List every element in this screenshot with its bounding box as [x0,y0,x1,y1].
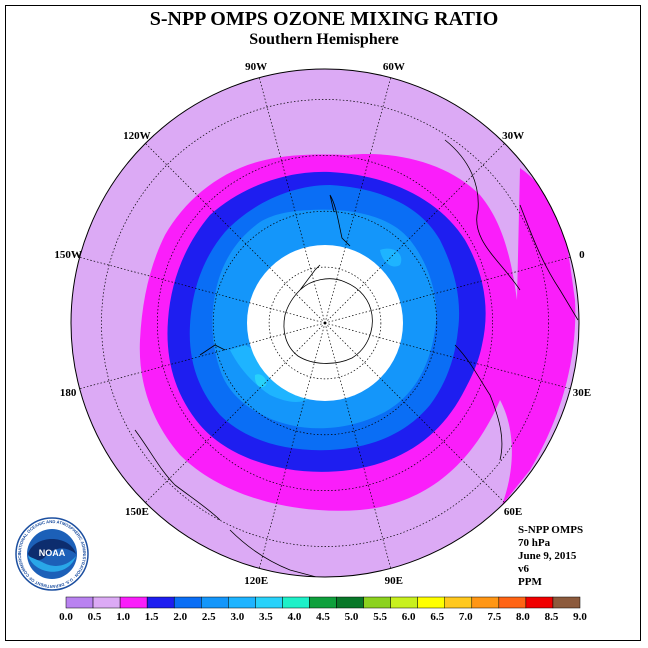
meridian-line [324,322,505,503]
meridian-line [145,322,326,503]
longitude-label: 30W [502,130,524,142]
longitude-label: 150W [54,249,82,261]
longitude-label: 60W [383,61,405,73]
colorbar-swatch [390,596,418,609]
colorbar-tick-label: 0.5 [88,611,102,623]
contour-cyan [254,374,267,388]
info-block: S-NPP OMPS 70 hPa June 9, 2015 v6 PPM [518,524,583,589]
meridian-line [258,322,326,569]
map-title: S-NPP OMPS OZONE MIXING RATIO [149,8,499,30]
info-date: June 9, 2015 [518,550,577,562]
colorbar-tick-label: 4.5 [316,611,330,623]
colorbar-tick-label: 8.0 [516,611,530,623]
colorbar-swatch [173,596,202,609]
colorbar-swatch [119,596,148,609]
colorbar-tick-label: 4.0 [288,611,302,623]
latitude-circle [101,99,549,547]
info-units: PPM [518,576,542,588]
map-boundary [70,68,580,578]
colorbar-swatch [552,596,581,609]
graticule [79,77,571,569]
meridian-line [324,77,392,324]
colorbar-tick-label: 3.5 [259,611,273,623]
colorbar-swatch [471,596,500,609]
colorbar-swatch [336,596,364,609]
colorbar-swatch [525,596,554,609]
colorbar-tick-label: 7.5 [487,611,501,623]
colorbar-tick-label: 5.0 [345,611,359,623]
colorbar-tick-label: 2.5 [202,611,216,623]
contour-sky-blue-2 [380,248,402,267]
colorbar-tick-label: 0.0 [59,611,73,623]
colorbar-swatch [65,596,94,609]
colorbar-tick-label: 6.0 [402,611,416,623]
longitude-label: 90W [245,61,267,73]
latitude-circle [268,266,382,380]
colorbar-tick-label: 5.5 [373,611,387,623]
meridian-line [324,322,571,390]
noaa-logo: NATIONAL OCEANIC AND ATMOSPHERIC ADMINIS… [15,517,89,591]
colorbar-tick-label: 3.0 [230,611,244,623]
colorbar: 0.0 0.5 1.0 1.5 2.0 2.5 3.0 3.5 4.0 4.5 5.0 5.5 6.0 6… [59,596,587,623]
longitude-label: 60E [504,506,522,518]
colorbar-swatch [282,596,310,609]
noaa-logo-text: NOAA [39,548,66,558]
map-subtitle: Southern Hemisphere [249,31,399,48]
longitude-labels: 90W 60W 30W 0 30E 60E 90E 120E 150E 180 150W 120W [54,61,591,587]
meridian-line [79,256,326,324]
colorbar-tick-label: 2.0 [173,611,187,623]
meridian-line [324,143,505,324]
longitude-label: 150E [125,506,149,518]
meridian-line [145,143,326,324]
meridian-line [258,77,326,324]
info-level: 70 hPa [518,537,551,549]
longitude-label: 120W [123,130,151,142]
meridian-line [324,322,392,569]
longitude-label: 90E [385,575,403,587]
colorbar-swatch [146,596,175,609]
colorbar-tick-label: 6.5 [430,611,444,623]
colorbar-swatch [417,596,445,609]
colorbar-tick-label: 7.0 [459,611,473,623]
colorbar-tick-label: 1.5 [145,611,159,623]
coastlines [134,139,579,577]
info-instrument: S-NPP OMPS [518,524,584,536]
figure-frame [5,5,641,641]
longitude-label: 120E [244,575,268,587]
colorbar-tick-label: 9.0 [573,611,587,623]
info-version: v6 [518,563,529,575]
longitude-label: 0 [579,249,585,261]
colorbar-swatch [228,596,256,609]
meridian-line [79,322,326,390]
colorbar-swatch [255,596,283,609]
colorbar-tick-label: 8.5 [545,611,559,623]
colorbar-swatch [363,596,391,609]
longitude-label: 180 [60,387,77,399]
colorbar-swatch [92,596,121,609]
latitude-circle [157,155,493,491]
meridian-line [324,256,571,324]
latitude-circle [212,210,438,436]
longitude-label: 30E [573,387,591,399]
colorbar-swatch [309,596,337,609]
colorbar-swatch [498,596,527,609]
colorbar-swatch [201,596,229,609]
colorbar-swatch [444,596,473,609]
colorbar-tick-label: 1.0 [116,611,130,623]
